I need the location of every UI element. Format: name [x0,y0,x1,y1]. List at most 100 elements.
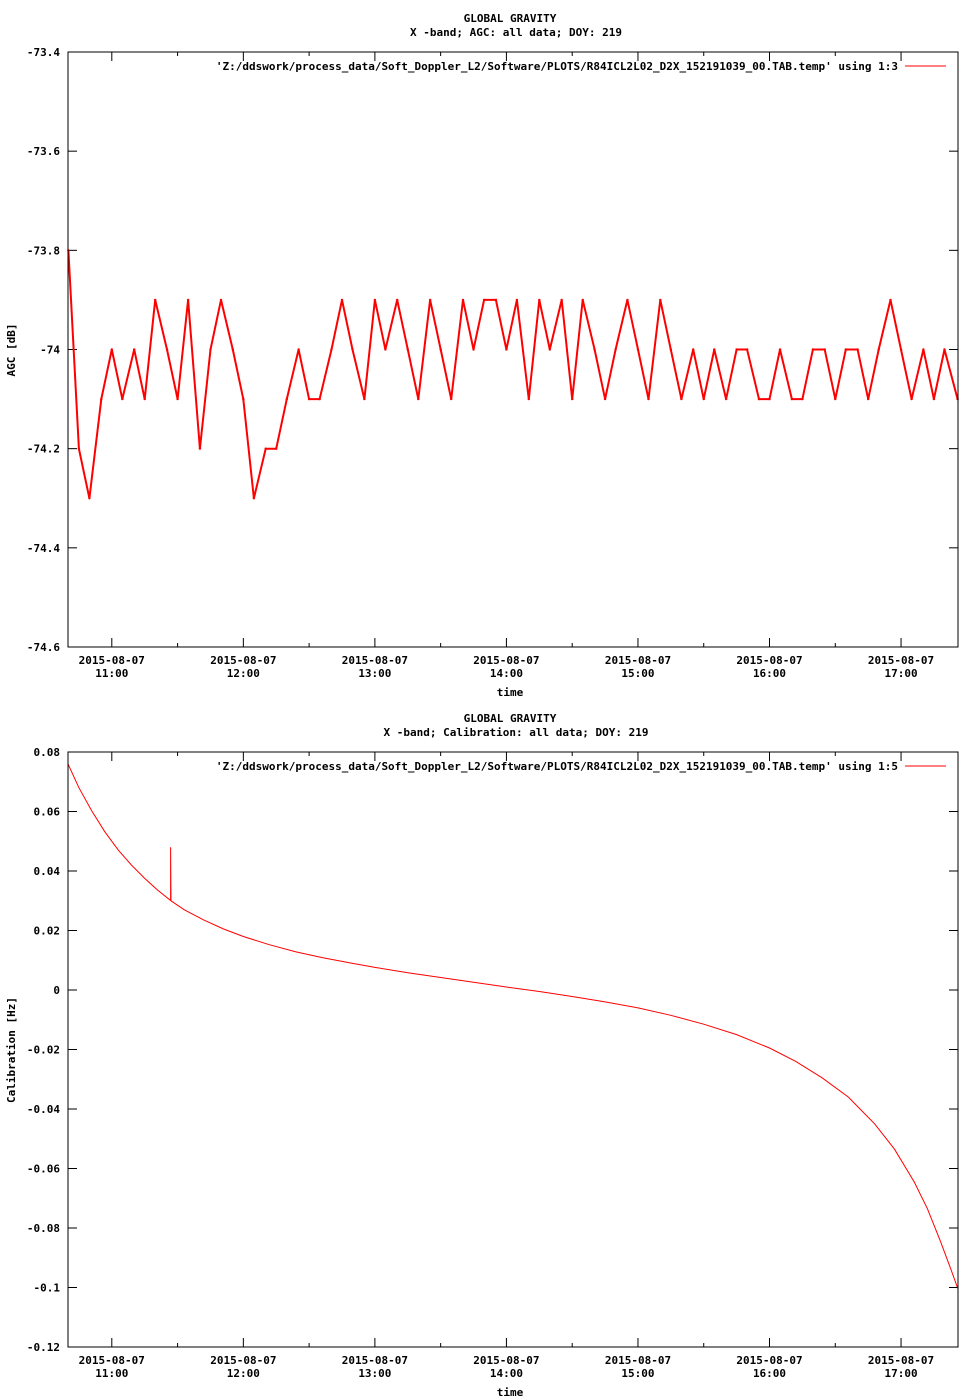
agc-series-line [67,250,959,499]
calibration-y-axis-label: Calibration [Hz] [5,997,18,1103]
calibration-x-tick-date: 2015-08-07 [736,1354,802,1367]
agc-data-point [932,397,936,401]
agc-data-point [176,397,179,401]
agc-data-point [396,298,399,302]
calibration-y-tick-label: -0.1 [34,1282,61,1295]
agc-x-ticks: 2015-08-0711:002015-08-0712:002015-08-07… [79,52,934,680]
agc-data-point [593,348,596,351]
agc-data-point [264,447,267,450]
agc-x-tick-time: 16:00 [753,667,786,680]
agc-chart-svg: GLOBAL GRAVITY X -band; AGC: all data; D… [5,12,959,699]
calibration-x-tick-date: 2015-08-07 [605,1354,671,1367]
agc-data-point [778,348,782,351]
agc-data-point [252,497,256,500]
calibration-y-tick-label: 0.08 [34,746,61,759]
agc-data-point [713,348,716,351]
agc-data-point [943,348,946,351]
agc-data-point [647,397,650,401]
agc-data-point [570,397,574,401]
agc-data-point [505,348,508,351]
agc-data-point [461,298,465,302]
agc-x-axis-label: time [497,686,524,699]
agc-data-point [877,348,880,351]
agc-data-point [449,397,453,401]
calibration-x-tick-date: 2015-08-07 [210,1354,276,1367]
agc-data-point [866,397,870,401]
calibration-y-tick-label: 0.06 [34,806,61,819]
agc-y-tick-label: -73.8 [27,244,60,257]
agc-x-tick-time: 13:00 [358,667,391,680]
agc-data-point [100,397,103,401]
agc-data-point [515,298,519,302]
agc-data-point [811,348,815,351]
agc-data-point [889,298,892,302]
agc-data-point [494,298,498,302]
agc-data-point [110,348,114,351]
agc-data-point [482,298,486,302]
agc-data-point [384,348,387,351]
agc-legend-label: 'Z:/ddswork/process_data/Soft_Doppler_L2… [216,60,898,73]
agc-data-point [143,397,146,401]
calibration-chart: GLOBAL GRAVITY X -band; Calibration: all… [0,700,980,1400]
agc-y-tick-label: -74 [40,344,60,357]
agc-data-point [275,447,278,450]
agc-y-axis-label: AGC [dB] [5,324,18,377]
calibration-legend-label: 'Z:/ddswork/process_data/Soft_Doppler_L2… [216,760,898,773]
agc-x-tick-time: 12:00 [227,667,260,680]
agc-data-point [745,348,749,351]
calibration-y-tick-label: 0 [53,984,60,997]
agc-data-point [307,397,311,401]
agc-x-tick-date: 2015-08-07 [210,654,276,667]
agc-y-tick-label: -74.6 [27,641,60,654]
agc-data-point [439,348,442,351]
agc-data-point [165,348,169,351]
calibration-x-tick-time: 11:00 [95,1367,128,1380]
agc-data-point [626,298,629,302]
agc-y-tick-label: -73.6 [27,145,60,158]
calibration-plot-area [67,763,959,1290]
agc-chart-title: GLOBAL GRAVITY [464,12,557,25]
agc-y-tick-label: -73.4 [27,46,60,59]
agc-data-point [121,397,124,401]
agc-data-point [614,348,617,351]
agc-data-point [922,348,925,351]
calibration-x-tick-time: 15:00 [621,1367,654,1380]
agc-plot-area [67,249,959,500]
calibration-y-tick-label: -0.12 [27,1341,60,1354]
agc-data-point [132,348,136,351]
agc-data-point [548,348,552,351]
calibration-series-line [67,763,959,1290]
agc-data-point [363,397,366,401]
agc-data-point [823,348,826,351]
calibration-y-tick-label: -0.08 [27,1222,60,1235]
agc-x-tick-date: 2015-08-07 [473,654,539,667]
agc-data-point [373,298,377,302]
agc-data-point [538,298,541,302]
agc-data-point [417,397,420,401]
agc-data-point [340,298,344,302]
agc-x-tick-time: 15:00 [621,667,654,680]
calibration-y-tick-label: -0.02 [27,1044,60,1057]
agc-data-point [844,348,847,351]
agc-data-point [560,298,563,302]
agc-data-point [527,397,530,401]
agc-data-point [231,348,235,351]
agc-data-point [834,397,837,401]
agc-data-point [790,397,794,401]
agc-data-point [801,397,804,401]
calibration-x-axis-label: time [497,1386,524,1399]
calibration-plot-frame [67,751,959,1348]
agc-x-tick-date: 2015-08-07 [736,654,802,667]
calibration-x-tick-time: 16:00 [753,1367,786,1380]
agc-plot-frame [67,51,959,648]
agc-chart: GLOBAL GRAVITY X -band; AGC: all data; D… [5,12,959,699]
agc-data-point [351,348,354,351]
agc-x-tick-date: 2015-08-07 [79,654,145,667]
calibration-y-tick-label: 0.04 [34,865,61,878]
agc-data-point [406,348,409,351]
agc-y-tick-label: -74.2 [27,443,60,456]
agc-x-tick-date: 2015-08-07 [342,654,408,667]
agc-data-point [680,397,683,401]
agc-x-tick-time: 17:00 [884,667,917,680]
calibration-x-ticks: 2015-08-0711:002015-08-0712:002015-08-07… [79,752,934,1380]
